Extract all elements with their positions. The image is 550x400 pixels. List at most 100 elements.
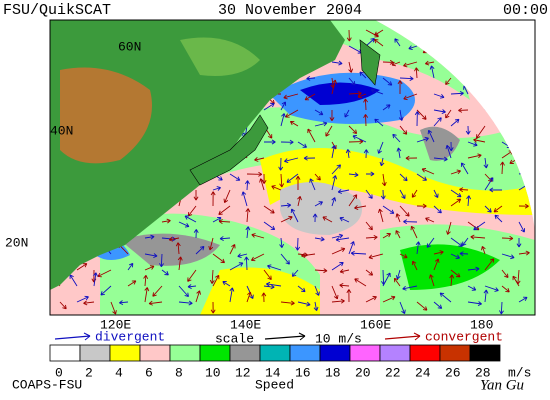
lat-label: 20N — [5, 235, 28, 250]
wind-arrow — [348, 241, 355, 255]
wind-arrow — [518, 141, 526, 150]
wind-arrow — [445, 77, 452, 86]
wind-arrow — [263, 102, 275, 111]
wind-arrow — [178, 221, 190, 228]
wind-arrow — [280, 300, 295, 306]
date: 30 November 2004 — [218, 2, 362, 19]
color-swatch — [199, 344, 231, 362]
wind-arrow — [491, 77, 503, 84]
wind-arrow — [445, 144, 452, 159]
wind-arrow — [465, 125, 471, 135]
wind-arrow — [348, 172, 359, 178]
wind-arrow — [297, 285, 306, 293]
wind-arrow — [433, 205, 442, 214]
wind-arrow — [245, 208, 251, 223]
wind-arrow — [331, 247, 346, 255]
wind-arrow — [518, 169, 534, 175]
color-swatch — [319, 344, 351, 362]
wind-arrow — [304, 93, 316, 101]
wind-arrow — [473, 137, 486, 143]
wind-arrow — [499, 301, 504, 315]
wind-arrow — [254, 157, 265, 162]
wind-arrow — [348, 61, 354, 73]
wind-arrow — [363, 114, 369, 127]
wind-arrow — [467, 29, 477, 39]
wind-arrow — [398, 109, 404, 121]
wind-arrow — [395, 230, 401, 239]
wind-arrow — [474, 90, 486, 96]
wind-arrow — [481, 245, 486, 255]
wind-arrow — [501, 104, 516, 111]
wind-arrow — [433, 258, 440, 271]
wind-arrow — [484, 177, 494, 191]
wind-arrow — [515, 45, 521, 60]
wind-arrow — [289, 120, 299, 127]
colorbar-tick: 2 — [85, 365, 93, 380]
wind-arrow — [263, 139, 276, 145]
wind-arrow — [346, 29, 352, 42]
wind-arrow — [377, 141, 384, 154]
wind-arrow — [177, 256, 183, 271]
wind-arrow — [516, 237, 522, 248]
wind-arrow — [291, 269, 299, 277]
wind-arrow — [484, 100, 497, 111]
wind-arrow — [285, 109, 299, 118]
wind-arrow — [331, 60, 343, 66]
wind-arrow — [348, 125, 358, 134]
wind-arrow — [410, 225, 418, 239]
wind-arrow — [241, 191, 248, 207]
wind-arrow — [161, 269, 169, 276]
wind-arrow — [229, 262, 244, 271]
wind-arrow — [403, 93, 418, 101]
wind-arrow — [484, 29, 491, 41]
wind-arrow — [392, 133, 401, 143]
wind-arrow — [489, 187, 503, 193]
wind-arrow — [450, 118, 460, 127]
color-swatch — [409, 344, 441, 362]
wind-arrow — [244, 180, 250, 191]
wind-arrow — [450, 189, 462, 198]
wind-arrow — [325, 125, 333, 137]
wind-arrow — [509, 124, 520, 130]
wind-arrow — [518, 221, 526, 233]
wind-arrow — [501, 269, 509, 279]
wind-arrow — [433, 189, 439, 198]
wind-arrow — [295, 237, 301, 251]
lon-label: 180 — [470, 317, 493, 332]
wind-arrow — [411, 189, 418, 198]
wind-arrow — [246, 291, 252, 303]
wind-arrow — [365, 171, 375, 177]
wind-arrow — [382, 295, 396, 303]
colorbar-tick: 0 — [55, 365, 63, 380]
color-swatch — [259, 344, 291, 362]
wind-arrow — [348, 194, 358, 207]
wind-arrow — [237, 253, 248, 259]
wind-arrow — [212, 253, 225, 264]
wind-arrow — [309, 178, 316, 191]
wind-arrow — [297, 141, 308, 148]
wind-arrow — [354, 278, 367, 287]
wind-arrow — [314, 109, 324, 116]
wind-arrow — [195, 290, 201, 303]
colorbar-tick: 26 — [445, 365, 461, 380]
wind-arrow — [266, 281, 282, 287]
wind-arrow — [403, 61, 418, 68]
wind-arrow — [346, 289, 352, 303]
wind-arrow — [93, 272, 98, 287]
lat-label: 40N — [50, 123, 73, 138]
wind-arrow — [144, 234, 155, 240]
wind-arrow — [379, 157, 385, 167]
wind-arrow — [483, 157, 489, 169]
wind-arrow — [382, 104, 391, 111]
divergent-label: divergent — [95, 329, 165, 344]
wind-arrow — [416, 203, 427, 209]
wind-arrow — [450, 90, 464, 96]
wind-arrow — [245, 226, 251, 239]
wind-arrow — [518, 109, 528, 116]
wind-arrow — [348, 139, 364, 145]
wind-arrow — [426, 237, 435, 248]
wind-arrow — [283, 93, 299, 100]
wind-arrow — [178, 300, 193, 306]
wind-arrow — [382, 205, 395, 214]
